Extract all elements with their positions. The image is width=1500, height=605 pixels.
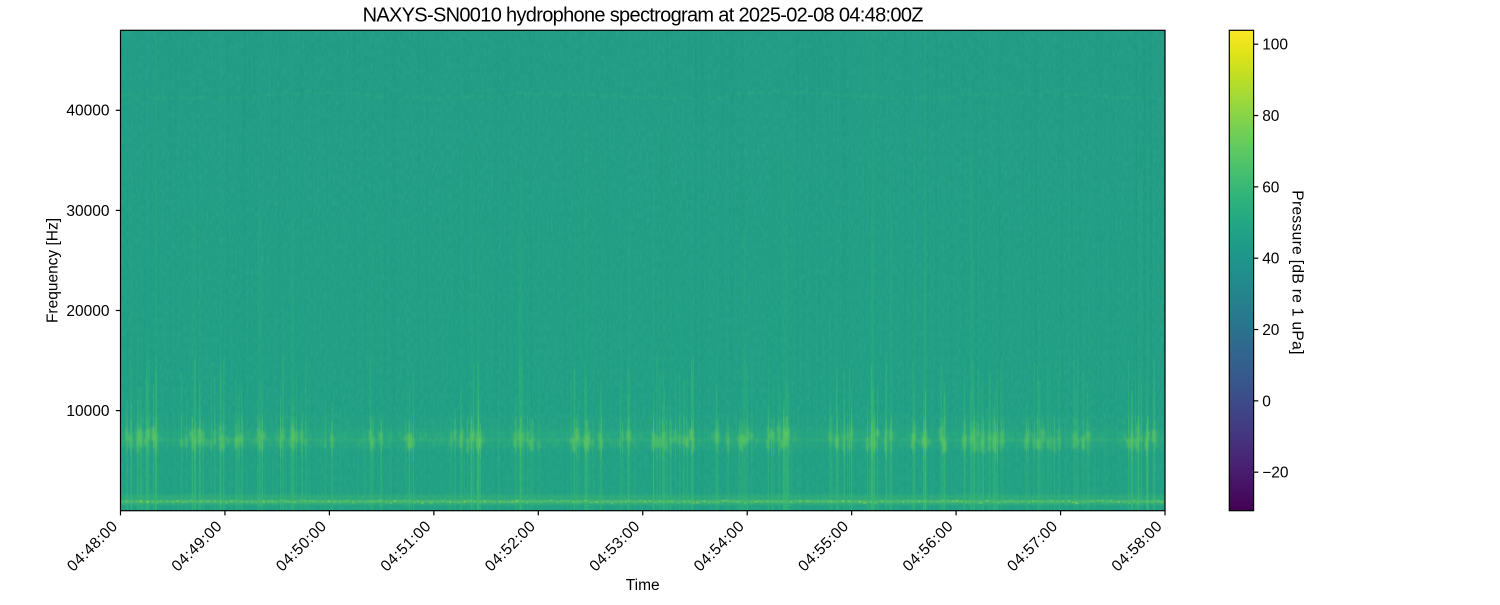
svg-text:60: 60 <box>1262 179 1280 196</box>
svg-text:Time: Time <box>626 577 660 594</box>
svg-text:20: 20 <box>1262 322 1280 339</box>
svg-text:10000: 10000 <box>66 403 109 420</box>
svg-text:100: 100 <box>1262 37 1288 54</box>
svg-text:Frequency [Hz]: Frequency [Hz] <box>45 218 62 323</box>
svg-text:80: 80 <box>1262 108 1280 125</box>
svg-text:−20: −20 <box>1262 465 1289 482</box>
svg-text:30000: 30000 <box>66 203 109 220</box>
svg-text:20000: 20000 <box>66 303 109 320</box>
svg-text:0: 0 <box>1262 393 1271 410</box>
svg-text:Pressure [dB re 1 uPa]: Pressure [dB re 1 uPa] <box>1289 190 1306 355</box>
svg-text:40: 40 <box>1262 251 1280 268</box>
svg-text:40000: 40000 <box>66 103 109 120</box>
svg-text:NAXYS-SN0010 hydrophone spectr: NAXYS-SN0010 hydrophone spectrogram at 2… <box>363 5 924 27</box>
